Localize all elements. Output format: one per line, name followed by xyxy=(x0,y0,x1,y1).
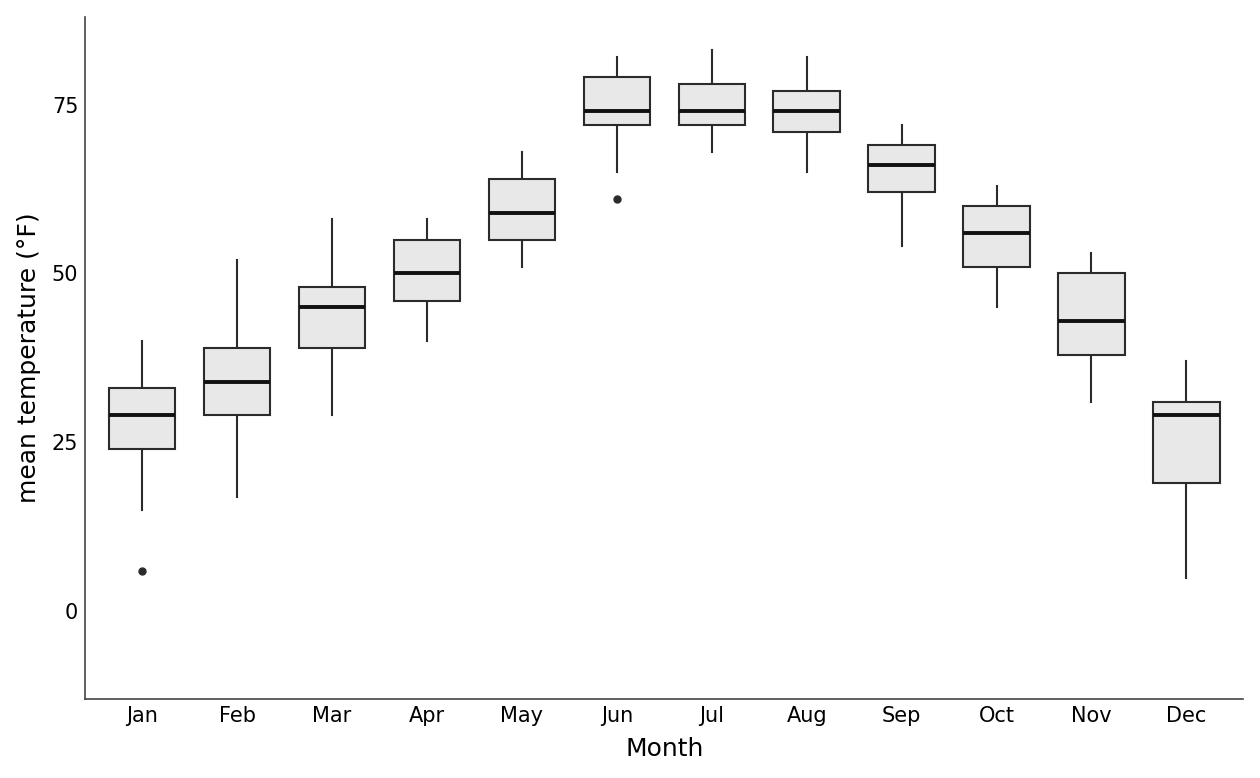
Bar xyxy=(1058,274,1125,355)
Bar xyxy=(774,91,840,131)
Bar xyxy=(489,179,556,240)
Bar xyxy=(868,145,935,192)
Bar xyxy=(1153,402,1220,483)
Bar xyxy=(964,206,1029,267)
X-axis label: Month: Month xyxy=(625,738,703,762)
Y-axis label: mean temperature (°F): mean temperature (°F) xyxy=(16,212,40,503)
Bar xyxy=(583,78,650,124)
Bar xyxy=(108,388,175,449)
Bar xyxy=(393,240,460,300)
Bar xyxy=(204,348,271,415)
Bar xyxy=(679,84,745,124)
Bar xyxy=(299,287,365,348)
